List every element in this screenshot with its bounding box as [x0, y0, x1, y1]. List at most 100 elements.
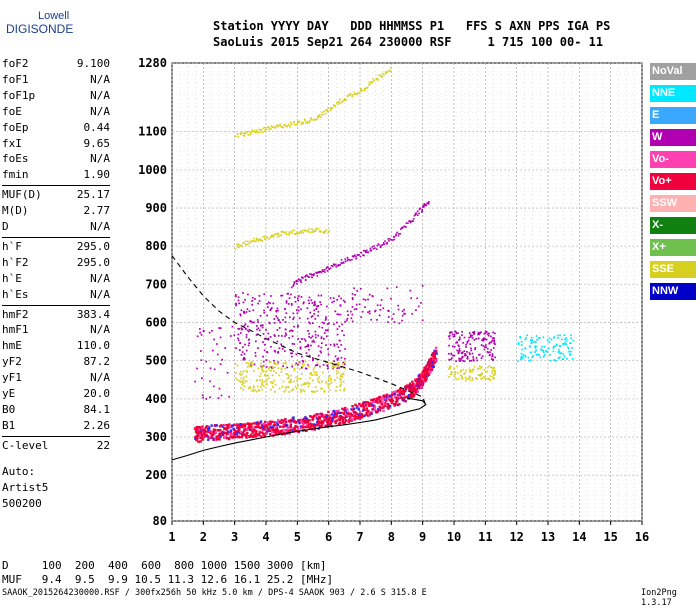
- param-row: M(D) 2.77: [2, 204, 110, 220]
- echo-sse: [312, 231, 315, 233]
- echo-w: [340, 259, 343, 261]
- echo-clutter: [474, 348, 476, 351]
- echo-clutter: [448, 337, 451, 340]
- echo-vo: [309, 422, 312, 426]
- echo-clutter: [364, 306, 366, 309]
- echo-clutter: [249, 365, 252, 368]
- echo-clutter: [314, 336, 317, 339]
- echo-sse: [287, 124, 290, 126]
- echo-clutter: [250, 361, 252, 363]
- echo-clutter: [248, 342, 251, 345]
- echo-w: [411, 220, 413, 222]
- echo-sse: [299, 230, 302, 233]
- echo-vo: [410, 395, 414, 399]
- echo-vo: [202, 431, 205, 434]
- echo-vo: [226, 430, 230, 434]
- echo-clutter: [376, 304, 379, 307]
- echo-vo: [403, 396, 407, 399]
- echo-clutter: [530, 336, 533, 339]
- echo-clutter: [312, 368, 315, 371]
- echo-clutter: [303, 390, 306, 393]
- echo-clutter: [336, 321, 338, 324]
- echo-clutter: [334, 310, 337, 313]
- echo-clutter: [481, 338, 484, 341]
- echo-clutter: [300, 338, 303, 340]
- param-value: 25.17: [76, 188, 110, 202]
- echo-vo: [306, 421, 310, 424]
- echo-sse: [248, 242, 251, 245]
- echo-vo: [274, 432, 278, 435]
- param-row: foE N/A: [2, 105, 110, 121]
- echo-clutter: [488, 332, 490, 335]
- echo-clutter: [285, 373, 288, 375]
- legend-item-vo: Vo-: [650, 151, 696, 168]
- echo-sse: [300, 122, 303, 124]
- echo-clutter: [265, 366, 268, 368]
- echo-vo: [337, 409, 340, 412]
- echo-clutter: [273, 322, 276, 324]
- echo-w: [351, 258, 353, 261]
- echo-clutter: [322, 371, 324, 374]
- echo-vo: [305, 417, 309, 421]
- param-name: foEs: [2, 152, 29, 166]
- param-row: foF1p N/A: [2, 89, 110, 105]
- param-value: 1.90: [83, 168, 111, 182]
- echo-w: [423, 206, 425, 208]
- echo-clutter: [410, 297, 413, 299]
- legend-item-ssw: SSW: [650, 195, 696, 212]
- echo-clutter: [468, 368, 471, 371]
- echo-clutter: [468, 375, 471, 378]
- echo-sse: [320, 113, 323, 116]
- echo-w: [374, 247, 376, 250]
- echo-clutter: [488, 354, 491, 357]
- echo-clutter: [466, 340, 469, 343]
- echo-clutter: [288, 391, 290, 393]
- echo-clutter: [284, 367, 287, 370]
- echo-w: [362, 249, 365, 252]
- echo-w: [300, 281, 303, 284]
- param-value: 2.26: [83, 418, 111, 432]
- echo-clutter: [455, 331, 457, 334]
- echo-vo: [415, 384, 419, 387]
- echo-sse: [372, 78, 375, 80]
- echo-vo: [293, 427, 296, 430]
- echo-w: [426, 202, 428, 204]
- echo-clutter: [520, 352, 523, 355]
- echo-clutter: [314, 364, 317, 367]
- echo-clutter: [255, 390, 258, 393]
- param-name: MUF(D): [2, 188, 42, 202]
- echo-clutter: [258, 329, 261, 332]
- echo-clutter: [271, 367, 273, 369]
- echo-clutter: [252, 386, 255, 389]
- echo-clutter: [326, 364, 328, 367]
- echo-clutter: [334, 362, 337, 365]
- param-row: fxI 9.65: [2, 137, 110, 153]
- echo-clutter: [491, 354, 494, 357]
- echo-clutter: [297, 377, 300, 380]
- echo-clutter: [277, 334, 280, 337]
- echo-vo: [253, 433, 256, 437]
- echo-w: [405, 222, 408, 224]
- echo-sse: [285, 125, 287, 128]
- echo-clutter: [270, 345, 272, 348]
- echo-sse: [347, 95, 349, 97]
- echo-clutter: [527, 356, 530, 359]
- echo-clutter: [308, 348, 310, 351]
- echo-clutter: [473, 339, 476, 341]
- echo-sse: [293, 120, 295, 123]
- x-tick-label: 16: [635, 530, 649, 544]
- echo-clutter: [308, 354, 311, 357]
- echo-vo: [393, 396, 397, 399]
- echo-clutter: [492, 369, 494, 372]
- echo-clutter: [344, 367, 346, 370]
- echo-sse: [301, 229, 303, 232]
- echo-clutter: [314, 317, 317, 320]
- echo-clutter: [325, 382, 328, 385]
- echo-clutter: [330, 361, 333, 364]
- echo-clutter: [358, 303, 361, 306]
- echo-clutter: [386, 287, 389, 290]
- echo-vo: [255, 432, 258, 436]
- echo-clutter: [311, 374, 314, 376]
- echo-clutter: [245, 349, 248, 352]
- echo-clutter: [283, 350, 286, 353]
